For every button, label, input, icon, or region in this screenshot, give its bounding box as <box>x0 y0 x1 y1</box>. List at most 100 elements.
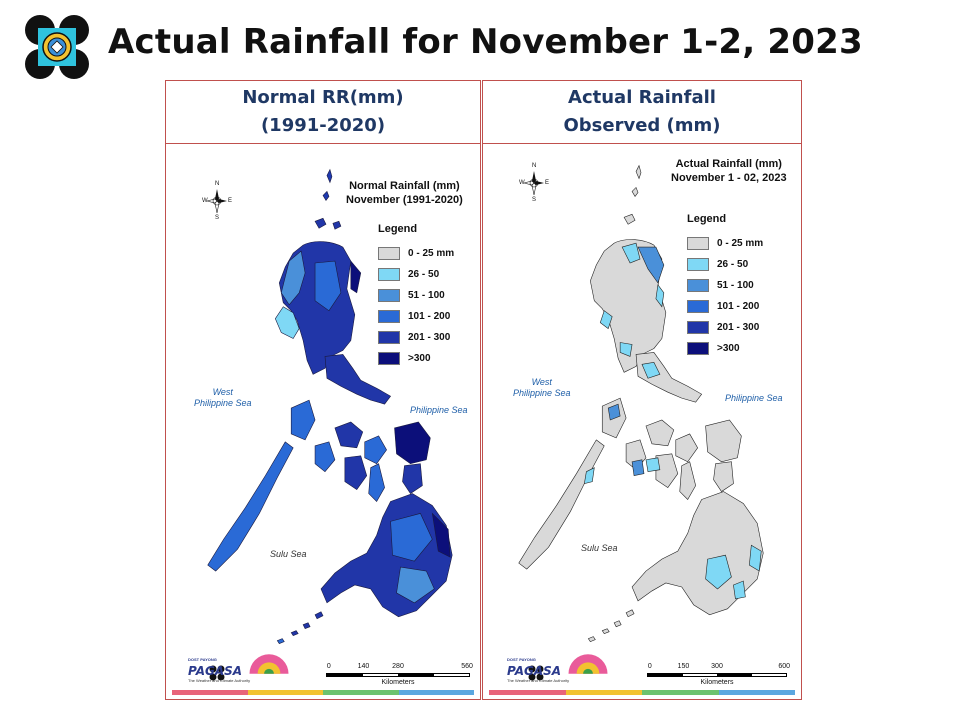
actual-rainfall-panel: Actual Rainfall Observed (mm) <box>482 80 802 700</box>
compass-rose-icon: N S W E <box>519 163 549 203</box>
logo-top-text: DOST PAYONG <box>507 657 536 662</box>
scale-tick: 140 <box>357 663 370 670</box>
legend-swatch <box>378 331 400 344</box>
scale-tick: 280 <box>392 663 404 670</box>
legend-item: >300 <box>378 348 454 369</box>
sea-label-philippine-sea: Philippine Sea <box>725 393 783 403</box>
logo-tagline: The Weather and Climate Authority <box>507 678 570 683</box>
scale-ticks: 0 150 300 600 <box>647 663 790 673</box>
logo-word: PAGASA <box>188 664 243 678</box>
legend-swatch <box>687 342 709 355</box>
scale-bar: 0 150 300 600 Kilometers <box>647 663 790 686</box>
logo-tagline: The Weather and Climate Authority <box>188 678 251 683</box>
scale-tick: 150 <box>677 663 690 670</box>
legend-item: 201 - 300 <box>378 327 454 348</box>
compass-e: E <box>228 198 233 204</box>
legend-swatch <box>378 352 400 365</box>
sea-label-philippine-sea: Philippine Sea <box>410 405 468 415</box>
actual-rainfall-map-graphic <box>518 164 764 642</box>
scale-unit: Kilometers <box>700 679 734 686</box>
sea-label-west-philippine-sea: West Philippine Sea <box>194 387 252 409</box>
scale-tick: 0 <box>647 663 652 670</box>
sea-west-line-1: West <box>531 377 552 387</box>
legend-item: 51 - 100 <box>378 285 454 306</box>
legend-label: 51 - 100 <box>717 280 754 291</box>
legend-item: 201 - 300 <box>687 317 763 338</box>
color-strip <box>489 690 795 695</box>
legend-swatch <box>687 258 709 271</box>
map-title-line-2: November 1 - 02, 2023 <box>671 172 787 184</box>
scale-tick: 300 <box>711 663 723 670</box>
logo-top-text: DOST PAYONG <box>188 657 217 662</box>
color-strip <box>172 690 474 695</box>
legend-label: >300 <box>408 353 431 364</box>
legend-item: 0 - 25 mm <box>687 233 763 254</box>
normal-rainfall-panel: Normal RR(mm) (1991-2020) <box>165 80 481 700</box>
sea-west-line-2: Philippine Sea <box>194 398 252 408</box>
compass-w: W <box>202 198 208 204</box>
actual-rainfall-map: N S W E Actual Rainfall (mm) November 1 … <box>483 143 801 699</box>
legend-swatch <box>687 321 709 334</box>
sea-west-line-1: West <box>212 387 233 397</box>
legend-item: 26 - 50 <box>687 254 763 275</box>
compass-e: E <box>545 180 550 186</box>
header-line-2: (1991-2020) <box>260 115 386 136</box>
compass-rose-icon: N S W E <box>202 181 232 221</box>
header-line-1: Normal RR(mm) <box>242 87 404 108</box>
legend-swatch <box>378 310 400 323</box>
legend: Legend 0 - 25 mm 26 - 50 51 - 100 101 - … <box>687 213 763 359</box>
scale-bar: 0 140 280 560 Kilometers <box>326 663 473 686</box>
scale-tick: 560 <box>461 663 473 670</box>
legend-label: 101 - 200 <box>408 311 451 322</box>
sea-west-line-2: Philippine Sea <box>513 388 571 398</box>
legend: Legend 0 - 25 mm 26 - 50 51 - 100 101 - … <box>378 223 454 369</box>
scale-ticks: 0 140 280 560 <box>326 663 473 673</box>
pagasa-footer-logo: DOST PAYONG PAGASA The Weather and Clima… <box>172 654 289 683</box>
normal-rainfall-header: Normal RR(mm) (1991-2020) <box>166 81 480 144</box>
legend-item: 26 - 50 <box>378 264 454 285</box>
legend-label: 201 - 300 <box>408 332 451 343</box>
compass-w: W <box>519 180 525 186</box>
slide-title: Actual Rainfall for November 1-2, 2023 <box>108 22 863 62</box>
legend-item: >300 <box>687 338 763 359</box>
legend-swatch <box>378 289 400 302</box>
logo-word: PAGASA <box>507 664 562 678</box>
normal-rainfall-map: N S W E Normal Rainfall (mm) November (1… <box>166 143 480 699</box>
legend-label: 201 - 300 <box>717 322 760 333</box>
sea-label-west-philippine-sea: West Philippine Sea <box>513 377 571 399</box>
legend-title: Legend <box>687 213 727 225</box>
legend-swatch <box>687 279 709 292</box>
compass-n: N <box>215 181 220 187</box>
compass-s: S <box>532 197 537 203</box>
legend-label: 26 - 50 <box>717 259 749 270</box>
sea-label-sulu-sea: Sulu Sea <box>581 543 618 553</box>
scale-bar-graphic <box>647 673 787 677</box>
legend-item: 0 - 25 mm <box>378 243 454 264</box>
map-title-line-1: Actual Rainfall (mm) <box>675 158 782 170</box>
pagasa-footer-logo: DOST PAYONG PAGASA The Weather and Clima… <box>491 654 608 683</box>
legend-label: 26 - 50 <box>408 269 440 280</box>
legend-swatch <box>687 300 709 313</box>
map-title: Actual Rainfall (mm) November 1 - 02, 20… <box>671 157 787 185</box>
legend-swatch <box>378 268 400 281</box>
legend-swatch <box>687 237 709 250</box>
legend-item: 51 - 100 <box>687 275 763 296</box>
map-title-line-1: Normal Rainfall (mm) <box>349 180 460 192</box>
legend-swatch <box>378 247 400 260</box>
sea-label-sulu-sea: Sulu Sea <box>270 549 307 559</box>
scale-bar-graphic <box>326 673 470 677</box>
scale-tick: 0 <box>326 663 331 670</box>
map-title: Normal Rainfall (mm) November (1991-2020… <box>346 179 463 207</box>
legend-label: >300 <box>717 343 740 354</box>
legend-title: Legend <box>378 223 418 235</box>
compass-n: N <box>532 163 537 169</box>
legend-item: 101 - 200 <box>378 306 454 327</box>
compass-s: S <box>215 215 220 221</box>
header-line-2: Observed (mm) <box>563 115 721 136</box>
map-title-line-2: November (1991-2020) <box>346 194 463 206</box>
legend-label: 51 - 100 <box>408 290 445 301</box>
legend-item: 101 - 200 <box>687 296 763 317</box>
legend-label: 0 - 25 mm <box>408 248 455 259</box>
legend-label: 101 - 200 <box>717 301 760 312</box>
normal-rainfall-map-graphic <box>207 168 453 644</box>
